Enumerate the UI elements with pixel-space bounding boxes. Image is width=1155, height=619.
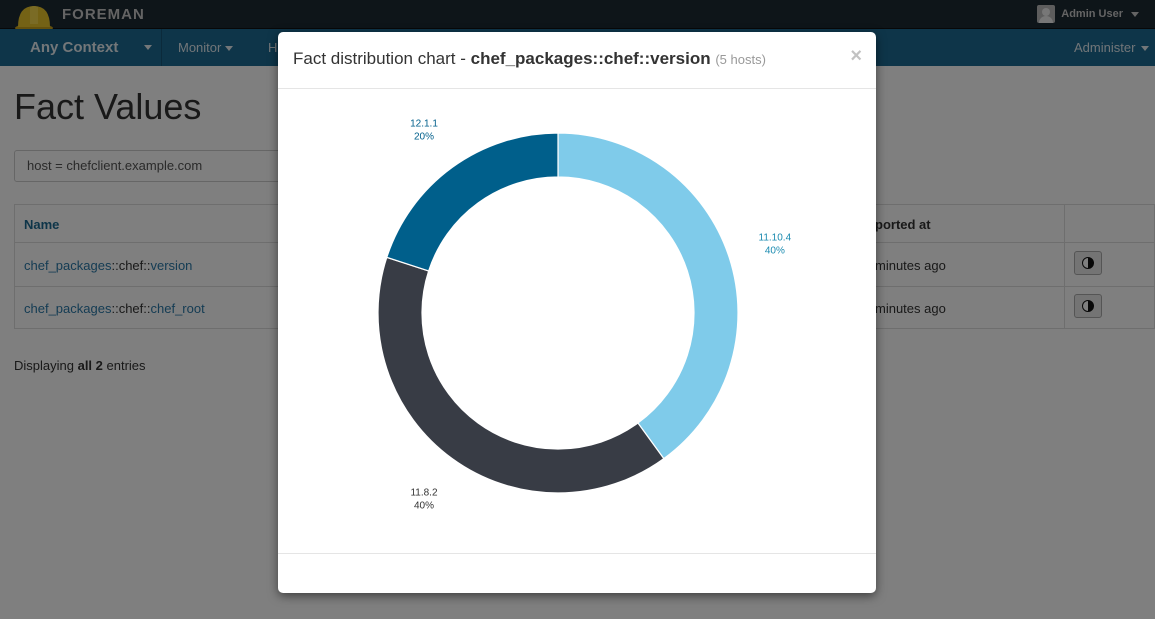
slice-label: 11.8.2 <box>410 487 437 498</box>
slice-label: 11.10.4 <box>759 233 792 244</box>
pie-slice-11-8-2[interactable] <box>377 256 665 494</box>
modal-header: Fact distribution chart - chef_packages:… <box>278 32 876 89</box>
fact-distribution-chart: 11.10.4 40% 11.8.2 40% 12.1.1 20% <box>377 119 792 511</box>
fact-chart-modal: Fact distribution chart - chef_packages:… <box>278 32 876 593</box>
modal-footer <box>278 553 876 554</box>
slice-percent-label: 20% <box>414 132 434 143</box>
slice-label: 12.1.1 <box>410 119 438 130</box>
pie-slice-11-10-4[interactable] <box>557 132 739 460</box>
pie-slice-12-1-1[interactable] <box>386 132 559 272</box>
modal-title-prefix: Fact distribution chart - <box>293 49 471 68</box>
close-icon[interactable]: × <box>850 45 862 67</box>
slice-percent-label: 40% <box>414 500 434 511</box>
modal-title-fact: chef_packages::chef::version <box>470 49 711 68</box>
modal-title: Fact distribution chart - chef_packages:… <box>293 49 766 69</box>
modal-title-hosts: (5 hosts) <box>715 52 766 67</box>
slice-percent-label: 40% <box>765 246 785 257</box>
